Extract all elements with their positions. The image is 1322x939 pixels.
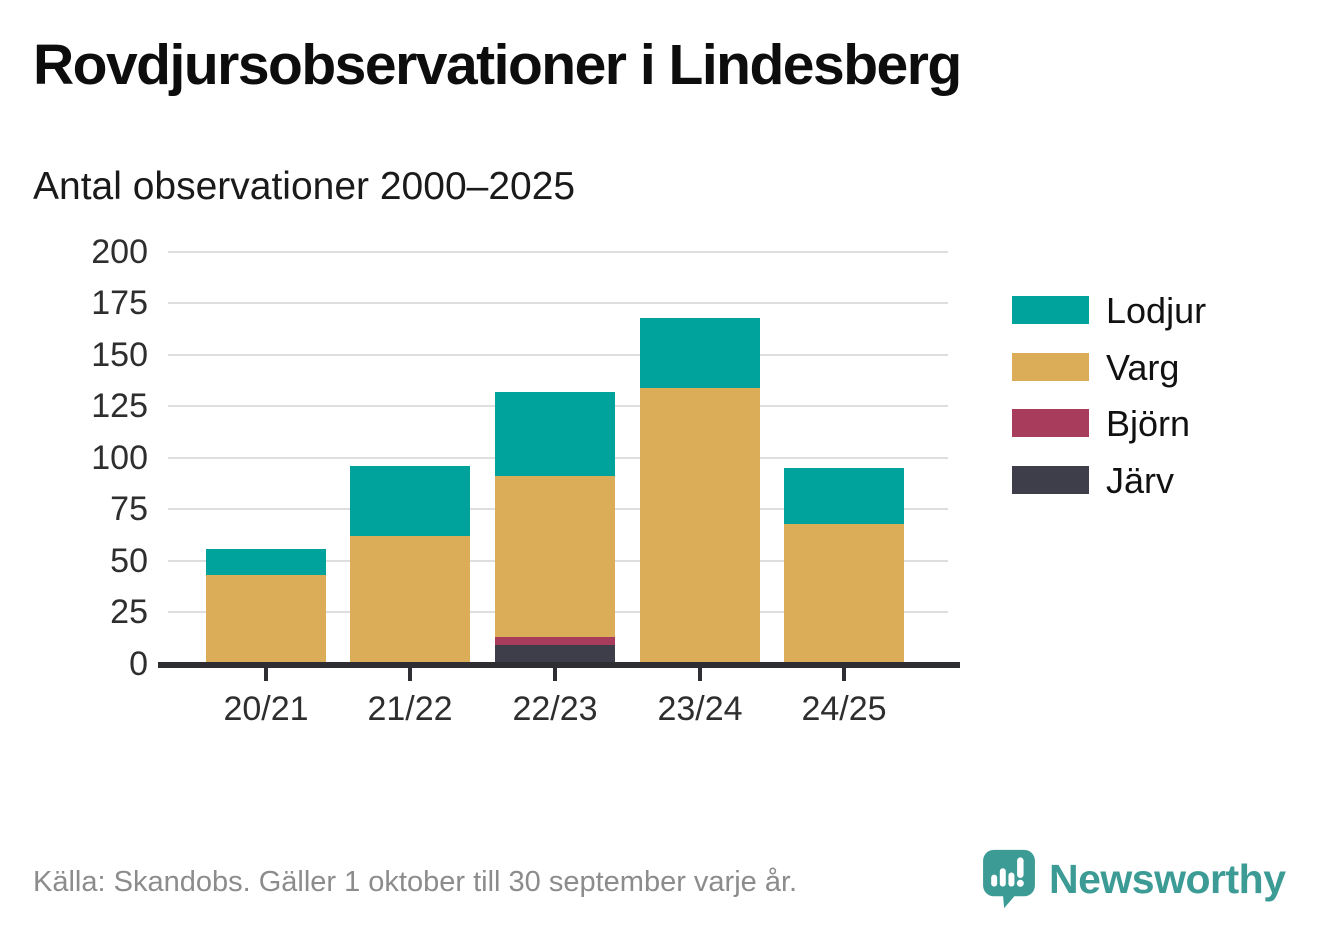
x-axis-category-label: 20/21 xyxy=(223,690,309,728)
brand-logo: Newsworthy xyxy=(982,848,1286,910)
bar-segment-varg xyxy=(350,536,470,664)
legend-label: Järv xyxy=(1106,459,1175,501)
x-axis-tick xyxy=(553,668,557,681)
x-axis-category-label: 21/22 xyxy=(367,690,453,728)
legend-swatch xyxy=(1012,352,1089,381)
legend-swatch xyxy=(1012,465,1089,494)
bar-segment-varg xyxy=(640,387,760,662)
x-axis-tick xyxy=(264,668,268,681)
y-axis-tick-label: 200 xyxy=(91,232,148,271)
x-axis-category-label: 23/24 xyxy=(657,690,743,728)
bar-segment-lodjur xyxy=(350,466,470,537)
x-axis-category-label: 24/25 xyxy=(801,690,887,728)
y-gridline xyxy=(168,353,948,356)
legend-swatch xyxy=(1012,409,1089,437)
bar-segment-lodjur xyxy=(784,468,904,524)
x-axis-category-label: 22/23 xyxy=(512,690,598,728)
bar-segment-lodjur xyxy=(640,317,760,388)
x-axis-tick xyxy=(698,668,702,681)
bar-segment-björn xyxy=(495,637,615,646)
brand-name: Newsworthy xyxy=(1049,855,1286,902)
legend-label: Lodjur xyxy=(1106,290,1207,331)
bar-segment-varg xyxy=(495,476,615,638)
x-axis-tick xyxy=(842,668,846,681)
x-axis-tick xyxy=(408,668,412,681)
bar-segment-varg xyxy=(784,523,904,664)
y-axis-tick-label: 25 xyxy=(110,593,148,632)
y-gridline xyxy=(168,250,948,253)
y-axis-tick-label: 0 xyxy=(129,645,148,683)
bar-segment-lodjur xyxy=(206,548,326,576)
legend-label: Varg xyxy=(1106,346,1180,388)
y-gridline xyxy=(168,302,948,305)
bar-segment-varg xyxy=(206,575,326,662)
legend-label: Björn xyxy=(1106,403,1191,444)
page-title: Rovdjursobservationer i Lindesberg xyxy=(33,33,962,97)
x-axis-line xyxy=(158,662,960,668)
newsworthy-icon xyxy=(983,849,1035,909)
chart-subtitle: Antal observationer 2000–2025 xyxy=(33,165,576,208)
y-axis-tick-label: 150 xyxy=(91,335,148,374)
y-axis-tick-label: 50 xyxy=(110,541,148,580)
bar-segment-järv xyxy=(495,645,615,664)
y-axis-tick-label: 125 xyxy=(91,387,148,426)
legend-swatch xyxy=(1012,296,1089,324)
bar-segment-lodjur xyxy=(495,391,615,477)
y-axis-tick-label: 75 xyxy=(110,490,148,529)
y-axis-tick-label: 175 xyxy=(91,284,148,323)
y-axis-tick-label: 100 xyxy=(91,438,148,477)
source-note: Källa: Skandobs. Gäller 1 oktober till 3… xyxy=(33,866,798,898)
